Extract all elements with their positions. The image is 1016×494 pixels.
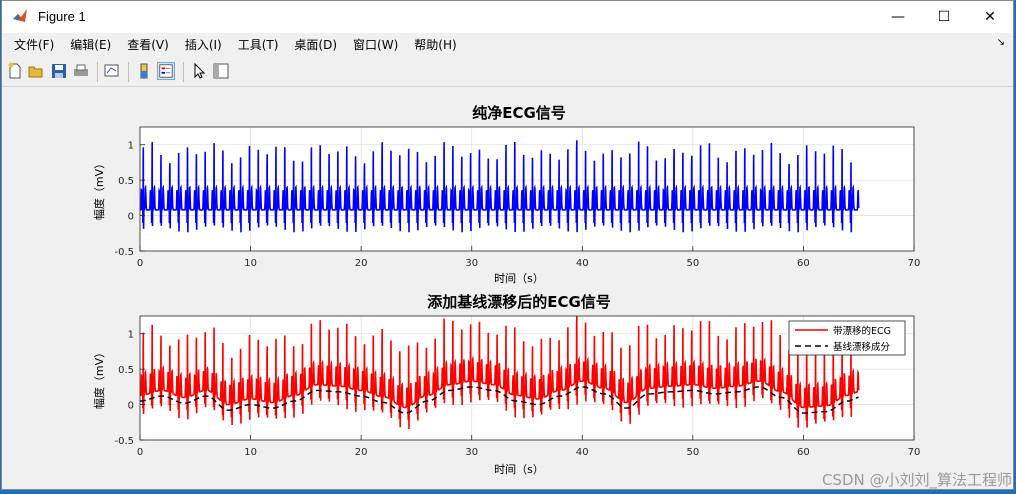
xtick-label: 60: [797, 258, 810, 269]
menu-help[interactable]: 帮助(H): [414, 38, 457, 52]
close-button[interactable]: ✕: [967, 1, 1013, 33]
plot-title-drift: 添加基线漂移后的ECG信号: [427, 293, 611, 311]
menu-desktop[interactable]: 桌面(D): [294, 38, 338, 52]
print-icon[interactable]: [72, 62, 90, 80]
save-icon[interactable]: [50, 62, 68, 80]
xtick-label: 10: [244, 258, 257, 269]
axes-clean-ecg: 纯净ECG信号 0 10 20 30 40 50 60 70-0.500.51 时间（s） 幅…: [92, 104, 920, 285]
xtick-label: 40: [576, 258, 589, 269]
property-inspector-icon[interactable]: [212, 62, 230, 80]
ytick-label: -0.5: [114, 247, 134, 258]
plot-title-clean: 纯净ECG信号: [472, 104, 566, 122]
figure-toolbar: [2, 58, 1013, 87]
xtick-label: 0: [137, 258, 143, 269]
pointer-icon[interactable]: [190, 62, 208, 80]
xtick-label: 40: [576, 447, 589, 458]
ytick-label: 1: [128, 330, 134, 341]
open-icon[interactable]: [27, 62, 45, 80]
maximize-icon: ☐: [937, 9, 951, 25]
close-icon: ✕: [984, 9, 996, 25]
maximize-button[interactable]: ☐: [921, 1, 967, 33]
xtick-label: 0: [137, 447, 143, 458]
xtick-label: 70: [908, 447, 921, 458]
matlab-logo-icon: [13, 9, 27, 22]
minimize-icon: —: [891, 9, 905, 25]
xlabel-clean: 时间（s）: [494, 272, 544, 285]
insert-colorbar-icon[interactable]: [135, 62, 153, 80]
menu-tools[interactable]: 工具(T): [237, 38, 279, 52]
insert-legend-icon[interactable]: [157, 62, 175, 80]
figure-canvas: 纯净ECG信号 0 10 20 30 40 50 60 70 -0.5 0 0.5 1 时间（s） 幅…: [10, 87, 1006, 485]
clean-ecg-line: [139, 140, 860, 233]
window-title: Figure 1: [38, 9, 86, 24]
legend[interactable]: 带漂移的ECG 基线漂移成分: [788, 320, 906, 356]
xtick-label: 70: [908, 258, 921, 269]
legend-label-baseline: 基线漂移成分: [833, 341, 891, 353]
ytick-label: 0: [128, 401, 134, 412]
menu-file[interactable]: 文件(F): [14, 38, 55, 52]
minimize-button[interactable]: —: [875, 1, 921, 33]
link-plot-icon[interactable]: [103, 62, 121, 80]
xlabel-drift: 时间（s）: [494, 463, 544, 476]
menu-view[interactable]: 查看(V): [127, 38, 169, 52]
legend-label-drift: 带漂移的ECG: [833, 325, 891, 337]
new-figure-icon[interactable]: [6, 62, 24, 80]
watermark: CSDN @小刘刘_算法工程师: [821, 471, 1012, 489]
ytick-label: 1: [128, 141, 134, 152]
xtick-label: 60: [797, 447, 810, 458]
ytick-label: -0.5: [114, 436, 134, 447]
menu-bar: 文件(F) 编辑(E) 查看(V) 插入(I) 工具(T) 桌面(D) 窗口(W…: [2, 33, 1013, 57]
title-bar[interactable]: Figure 1 — ☐ ✕: [2, 1, 1013, 33]
menu-insert[interactable]: 插入(I): [184, 38, 222, 52]
xtick-label: 20: [355, 258, 368, 269]
xtick-label: 20: [355, 447, 368, 458]
ytick-label: 0.5: [118, 365, 134, 376]
ylabel-drift: 幅度（mV）: [92, 347, 106, 409]
xtick-label: 30: [465, 258, 478, 269]
ytick-label: 0.5: [118, 176, 134, 187]
xtick-label: 30: [465, 447, 478, 458]
dock-arrow-icon[interactable]: ↘: [996, 37, 1005, 48]
xtick-label: 10: [244, 447, 257, 458]
figure-plots: 纯净ECG信号 0 10 20 30 40 50 60 70-0.500.51 时间（s） 幅…: [92, 104, 920, 476]
xtick-label: 50: [686, 447, 699, 458]
drift-ecg-line: [139, 315, 860, 430]
axes-noisy-ecg: 添加基线漂移后的ECG信号 0 10 20 30 40 50 60 70-0.500.51 时…: [92, 293, 920, 476]
xtick-label: 50: [686, 258, 699, 269]
ytick-label: 0: [128, 212, 134, 223]
menu-edit[interactable]: 编辑(E): [70, 38, 112, 52]
baseline-drift-line: [140, 386, 859, 414]
ylabel-clean: 幅度（mV）: [92, 158, 106, 220]
menu-window[interactable]: 窗口(W): [353, 38, 399, 52]
